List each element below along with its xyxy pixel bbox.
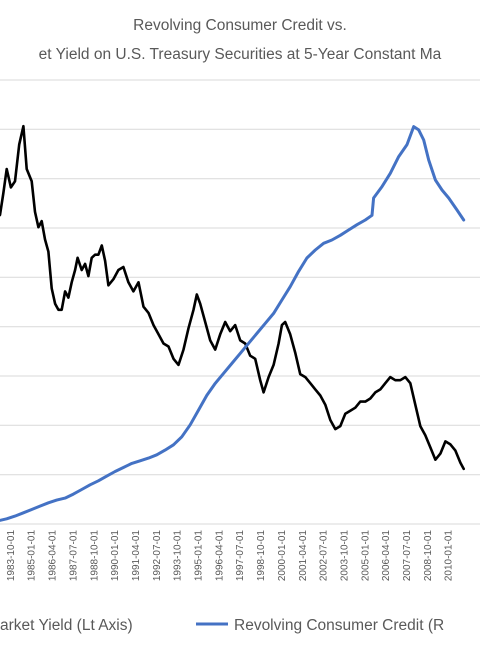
- x-tick-label: 2007-07-01: [402, 530, 413, 582]
- series-lines: [0, 124, 466, 522]
- chart-subtitle: et Yield on U.S. Treasury Securities at …: [39, 46, 442, 63]
- x-tick-label: 2000-01-01: [277, 530, 288, 582]
- legend: arket Yield (Lt Axis) Revolving Consumer…: [0, 617, 444, 634]
- x-tick-label: 1985-01-01: [27, 530, 38, 582]
- x-tick-label: 2008-10-01: [423, 530, 434, 582]
- x-tick-label: 2005-01-01: [360, 530, 371, 582]
- x-tick-label: 2002-07-01: [319, 530, 330, 582]
- x-tick-label: 2001-04-01: [298, 530, 309, 582]
- series-line-revolving-credit: [0, 125, 466, 522]
- legend-label-credit: Revolving Consumer Credit (R: [234, 617, 444, 634]
- gridlines: [0, 79, 480, 476]
- legend-label-yield: arket Yield (Lt Axis): [0, 617, 133, 634]
- x-tick-label: 1988-10-01: [89, 530, 100, 582]
- x-tick-label: 2010-01-01: [444, 530, 455, 582]
- x-tick-label: 1997-07-01: [235, 530, 246, 582]
- x-tick-label: 1991-04-01: [131, 530, 142, 582]
- chart-title: Revolving Consumer Credit vs.: [133, 17, 347, 34]
- x-tick-label: 1986-04-01: [48, 530, 59, 582]
- x-tick-label: 1992-07-01: [152, 530, 163, 582]
- x-tick-label: 1996-04-01: [214, 530, 225, 582]
- x-tick-label: 1993-10-01: [173, 530, 184, 582]
- x-tick-label: 2003-10-01: [339, 530, 350, 582]
- x-tick-label: 2006-04-01: [381, 530, 392, 582]
- x-tick-label: 1998-10-01: [256, 530, 267, 582]
- x-tick-label: 1990-01-01: [110, 530, 121, 582]
- x-tick-label: 1995-01-01: [194, 530, 205, 582]
- series-line-yield: [0, 124, 466, 471]
- x-axis-tick-labels: 1982-07-011983-10-011985-01-011986-04-01…: [6, 530, 455, 582]
- x-tick-label: 1983-10-01: [6, 530, 17, 582]
- x-tick-label: 1987-07-01: [68, 530, 79, 582]
